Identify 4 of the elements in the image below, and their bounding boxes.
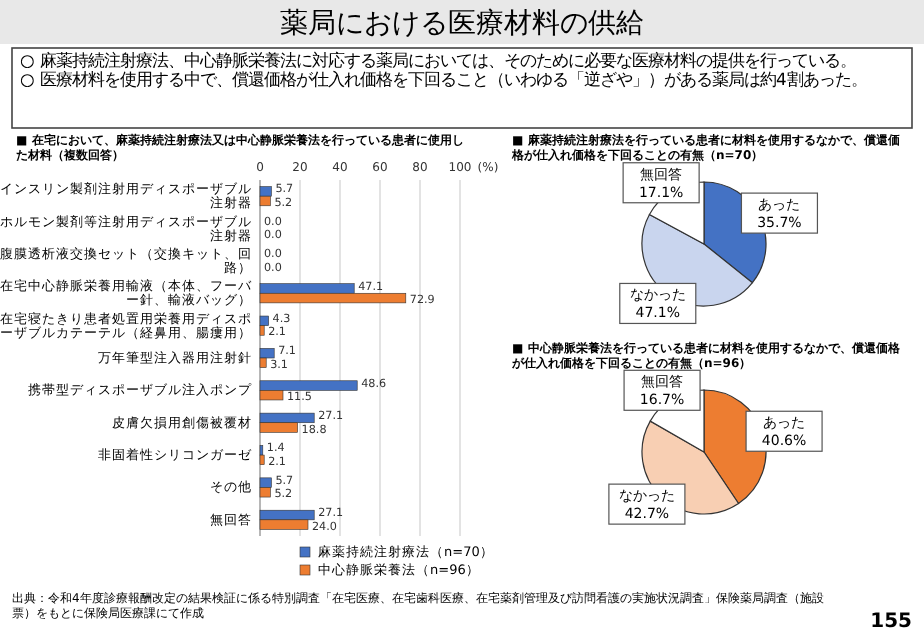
text: ○ 医療材料を使用する中で、償還価格が仕入れ価格を下回ること（いわゆる「逆ざや」）がある薬局は約4割あった。	[20, 69, 867, 90]
text: ○ 麻薬持続注射療法、中心静脈栄養法に対応する薬局においては、そのために必要な医療材料の提供を行っている。	[20, 50, 856, 71]
text: 155	[870, 611, 913, 634]
text: 薬局における医療材料の供給	[280, 7, 644, 40]
